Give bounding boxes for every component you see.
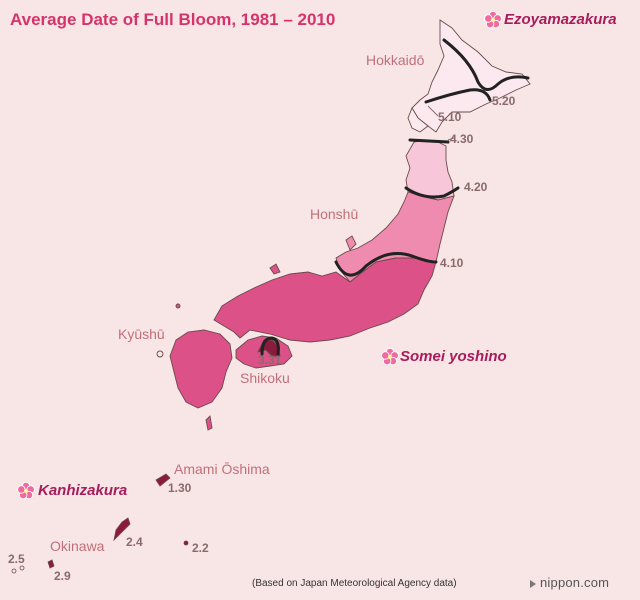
date-label-daito: 2.2 bbox=[192, 541, 209, 555]
date-label-amami: 1.30 bbox=[168, 481, 192, 495]
cherry-blossom-icon bbox=[17, 482, 35, 500]
variety-label-kanhizakura: Kanhizakura bbox=[38, 482, 128, 499]
isoline-label-4-30: 4.30 bbox=[450, 132, 474, 146]
region-label-okinawa: Okinawa bbox=[50, 538, 105, 554]
hokkaido-island bbox=[407, 19, 531, 133]
isoline-5-20 bbox=[442, 38, 530, 91]
okinawa-island bbox=[113, 517, 131, 542]
isoline-label-5-10: 5.10 bbox=[438, 110, 462, 124]
isoline-4-10 bbox=[334, 252, 438, 277]
hokkaido-southwest-tip bbox=[407, 106, 429, 133]
date-leaders bbox=[427, 105, 455, 141]
zone-3-31-to-4-10 bbox=[213, 257, 437, 343]
isolines bbox=[260, 38, 530, 356]
tsushima-island bbox=[175, 303, 181, 309]
isoline-label-4-20: 4.20 bbox=[464, 180, 488, 194]
region-label-hokkaido: Hokkaidō bbox=[366, 52, 425, 68]
sado-island bbox=[345, 235, 357, 251]
tanegashima bbox=[205, 415, 213, 431]
arrow-mark-icon bbox=[530, 580, 536, 588]
variety-label-ezoyamazakura: Ezoyamazakura bbox=[504, 11, 617, 28]
variety-label-somei-yoshino: Somei yoshino bbox=[400, 348, 507, 365]
isoline-5-10 bbox=[424, 88, 492, 104]
miyako-island bbox=[47, 559, 55, 569]
isoline-4-20 bbox=[404, 186, 460, 199]
isoline-label-4-10: 4.10 bbox=[440, 256, 464, 270]
daito-islands bbox=[183, 540, 189, 546]
map-title: Average Date of Full Bloom, 1981 – 2010 bbox=[10, 10, 336, 29]
cherry-blossom-icon bbox=[381, 348, 399, 366]
isoline-3-31 bbox=[260, 336, 280, 356]
cherry-blossom-icon bbox=[484, 11, 502, 29]
region-label-shikoku: Shikoku bbox=[240, 370, 290, 386]
isoline-label-3-31: 3.31 bbox=[258, 353, 282, 367]
date-label-okinawa: 2.4 bbox=[126, 535, 143, 549]
kyushu-island bbox=[156, 303, 233, 431]
region-label-honshu: Honshū bbox=[310, 206, 359, 222]
goto-islands bbox=[156, 350, 164, 358]
zone-kyushu bbox=[169, 329, 233, 409]
southern-islands bbox=[11, 473, 189, 574]
region-label-amami-oshima: Amami Ōshima bbox=[174, 461, 270, 477]
honshu-island bbox=[213, 139, 455, 343]
oki-island bbox=[269, 263, 281, 275]
source-credit: (Based on Japan Meteorological Agency da… bbox=[252, 578, 457, 589]
zone-hokkaido bbox=[411, 19, 531, 133]
isoline-label-5-20: 5.20 bbox=[492, 94, 516, 108]
isoline-4-30 bbox=[408, 138, 450, 144]
date-label-yaeyama: 2.5 bbox=[8, 552, 25, 566]
yaeyama-islands-2 bbox=[19, 565, 25, 571]
date-label-miyako: 2.9 bbox=[54, 569, 71, 583]
region-label-kyushu: Kyūshū bbox=[118, 326, 165, 342]
amami-island bbox=[155, 473, 171, 487]
yaeyama-islands bbox=[11, 568, 17, 574]
publisher-logo[interactable]: nippon.com bbox=[540, 575, 610, 590]
